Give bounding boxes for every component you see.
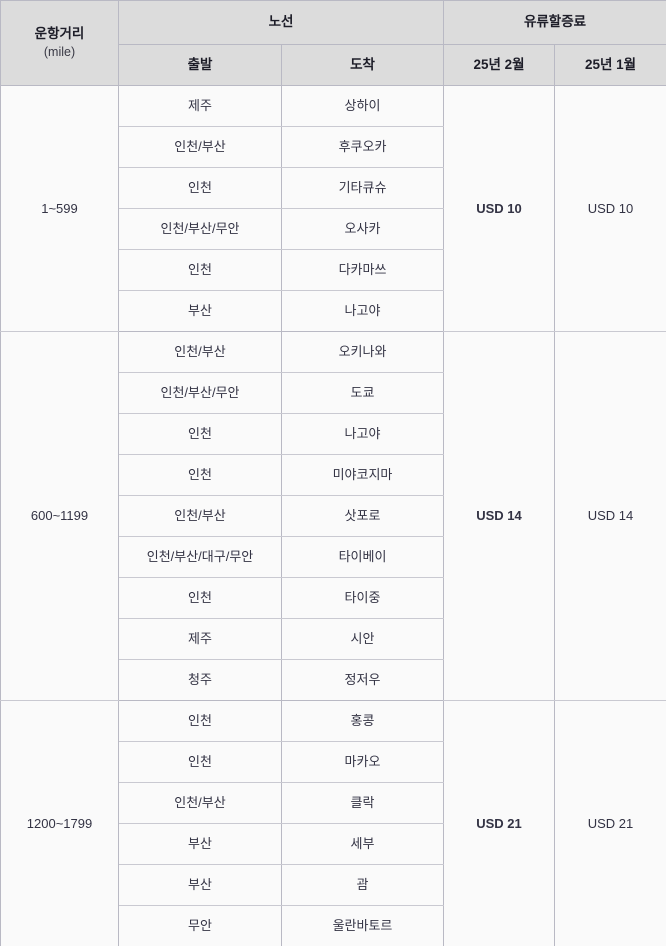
cell-surcharge-previous: USD 10 — [554, 85, 666, 332]
header-row-top: 운항거리 (mile) 노선 유류할증료 — [0, 0, 666, 86]
cell-destination: 오사카 — [281, 208, 444, 250]
table-row: 인천 마카오 — [1, 741, 666, 783]
cell-distance-range: 1200~1799 — [0, 700, 119, 946]
cell-origin: 부산 — [118, 823, 282, 865]
cell-origin: 인천/부산 — [118, 126, 282, 168]
cell-destination: 타이중 — [281, 577, 444, 619]
cell-destination: 정저우 — [281, 659, 444, 701]
cell-destination: 기타큐슈 — [281, 167, 444, 209]
table-row: 1~599 제주 상하이 USD 10 USD 10 — [0, 85, 666, 332]
table-row: 1200~1799 인천 홍콩 USD 21 USD 21 — [0, 700, 666, 946]
cell-surcharge-current: USD 10 — [443, 85, 555, 332]
table-body: 1~599 제주 상하이 USD 10 USD 10 인천/부산 후쿠오카 인천 기타큐슈 인천/… — [0, 85, 666, 946]
cell-origin: 인천 — [118, 249, 282, 291]
cell-destination: 미야코지마 — [281, 454, 444, 496]
table-row: 인천/부산/무안 도쿄 — [1, 372, 666, 414]
cell-destination: 나고야 — [281, 290, 444, 332]
cell-surcharge-previous: USD 21 — [554, 700, 666, 946]
cell-origin: 무안 — [118, 905, 282, 946]
header-distance-label: 운항거리 — [34, 25, 85, 41]
cell-origin: 인천/부산 — [118, 331, 282, 373]
cell-origin: 인천/부산/대구/무안 — [118, 536, 282, 578]
table-row: 인천 미야코지마 — [1, 454, 666, 496]
cell-destination: 삿포로 — [281, 495, 444, 537]
table-row: 인천 다카마쓰 — [1, 249, 666, 291]
cell-origin: 제주 — [118, 85, 282, 127]
table-row: 600~1199 인천/부산 오키나와 USD 14 USD 14 — [0, 331, 666, 701]
cell-origin: 부산 — [118, 290, 282, 332]
cell-destination: 타이베이 — [281, 536, 444, 578]
header-origin: 출발 — [118, 44, 282, 86]
table-row: 인천/부산/대구/무안 타이베이 — [1, 536, 666, 578]
cell-origin: 인천/부산/무안 — [118, 372, 282, 414]
cell-origin: 인천 — [118, 577, 282, 619]
cell-origin: 인천 — [118, 413, 282, 455]
cell-destination: 도쿄 — [281, 372, 444, 414]
header-route-group: 노선 — [118, 0, 444, 45]
cell-destination: 후쿠오카 — [281, 126, 444, 168]
table-row: 부산 세부 — [1, 823, 666, 865]
table-row: 인천/부산 삿포로 — [1, 495, 666, 537]
cell-distance-range: 1~599 — [0, 85, 119, 332]
header-destination: 도착 — [281, 44, 444, 86]
cell-destination: 나고야 — [281, 413, 444, 455]
table-header: 운항거리 (mile) 노선 유류할증료 출발 도착 25년 2월 25년 1월 — [0, 0, 666, 86]
cell-origin: 부산 — [118, 864, 282, 906]
cell-destination: 홍콩 — [281, 700, 444, 742]
cell-surcharge-current: USD 21 — [443, 700, 555, 946]
header-month-previous: 25년 1월 — [554, 44, 666, 86]
cell-origin: 인천 — [118, 700, 282, 742]
table-row: 부산 괌 — [1, 864, 666, 906]
cell-destination: 괌 — [281, 864, 444, 906]
table-row: 인천 기타큐슈 — [1, 167, 666, 209]
cell-origin: 청주 — [118, 659, 282, 701]
cell-origin: 인천 — [118, 454, 282, 496]
cell-surcharge-previous: USD 14 — [554, 331, 666, 701]
cell-destination: 마카오 — [281, 741, 444, 783]
header-surcharge-group: 유류할증료 — [443, 0, 666, 45]
header-row-sub: 출발 도착 25년 2월 25년 1월 — [1, 44, 666, 86]
cell-destination: 클락 — [281, 782, 444, 824]
cell-origin: 인천 — [118, 741, 282, 783]
cell-surcharge-current: USD 14 — [443, 331, 555, 701]
header-distance-unit: (mile) — [43, 45, 76, 60]
cell-origin: 제주 — [118, 618, 282, 660]
cell-destination: 세부 — [281, 823, 444, 865]
table-row: 무안 울란바토르 — [1, 905, 666, 946]
table-row: 인천 나고야 — [1, 413, 666, 455]
table-row: 인천/부산 클락 — [1, 782, 666, 824]
cell-origin: 인천/부산 — [118, 495, 282, 537]
cell-destination: 다카마쓰 — [281, 249, 444, 291]
cell-origin: 인천 — [118, 167, 282, 209]
table-row: 인천 타이중 — [1, 577, 666, 619]
table-row: 인천/부산 후쿠오카 — [1, 126, 666, 168]
cell-destination: 상하이 — [281, 85, 444, 127]
cell-distance-range: 600~1199 — [0, 331, 119, 701]
header-distance: 운항거리 (mile) — [0, 0, 119, 86]
header-month-current: 25년 2월 — [443, 44, 555, 86]
table-row: 제주 시안 — [1, 618, 666, 660]
table-row: 인천/부산/무안 오사카 — [1, 208, 666, 250]
cell-destination: 울란바토르 — [281, 905, 444, 946]
cell-origin: 인천/부산/무안 — [118, 208, 282, 250]
cell-origin: 인천/부산 — [118, 782, 282, 824]
table-row: 청주 정저우 — [1, 659, 666, 701]
cell-destination: 시안 — [281, 618, 444, 660]
table-row: 부산 나고야 — [1, 290, 666, 332]
cell-destination: 오키나와 — [281, 331, 444, 373]
